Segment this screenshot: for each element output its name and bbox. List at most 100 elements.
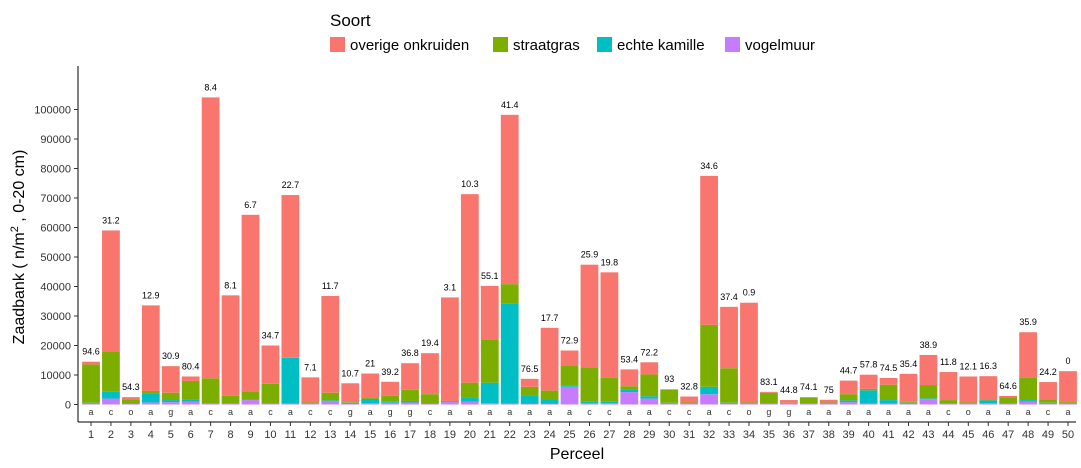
bar-base-label: a [846,407,851,417]
x-tick-label: 30 [663,429,675,441]
bar-segment-vogelmuur [720,403,738,405]
legend-swatch-echte-kamille [597,37,612,52]
bar-segment-straatgras [1039,399,1057,403]
x-tick-label: 26 [583,429,595,441]
bar-segment-overige-onkruiden [819,399,838,403]
bar-segment-vogelmuur [500,403,519,405]
x-tick-label: 43 [922,429,934,441]
x-tick-label: 16 [384,429,396,441]
x-tick-label: 40 [862,429,874,441]
bar-base-label: a [447,407,452,417]
bar-base-label: a [188,407,193,417]
x-tick-label: 41 [882,429,894,441]
bar-segment-echte-kamille [520,395,539,404]
bar-segment-straatgras [720,368,738,403]
bar-segment-overige-onkruiden [899,373,918,402]
bar-segment-vogelmuur [301,403,320,405]
bar-segment-echte-kamille [640,396,659,399]
bar-segment-straatgras [859,388,878,391]
bar-base-label: a [1065,407,1070,417]
x-tick-label: 25 [563,429,575,441]
bar-top-label: 93 [664,374,674,384]
bar-base-label: c [208,407,213,417]
x-tick-label: 2 [108,429,114,441]
bar-segment-vogelmuur [341,403,360,405]
bar-segment-straatgras [560,365,579,386]
bar-segment-vogelmuur [82,403,100,405]
bar-segment-vogelmuur [1039,403,1057,405]
x-tick-label: 29 [643,429,655,441]
bar-top-label: 38.9 [920,340,938,350]
bar-segment-overige-onkruiden [919,354,938,386]
bar-segment-vogelmuur [540,403,559,405]
x-tick-label: 21 [484,429,496,441]
bar-segment-vogelmuur [660,403,679,405]
bar-segment-straatgras [839,394,858,401]
bar-segment-echte-kamille [480,382,499,404]
bar-segment-straatgras [979,399,998,401]
bar-segment-overige-onkruiden [939,372,958,401]
bar-segment-echte-kamille [560,385,579,387]
y-tick-label: 80000 [40,164,71,176]
bar-base-label: a [567,407,572,417]
bar-segment-vogelmuur [1019,401,1038,405]
bar-segment-overige-onkruiden [381,381,399,396]
bar-segment-vogelmuur [480,403,499,405]
bar-segment-overige-onkruiden [520,378,539,387]
bar-top-label: 80.4 [182,361,200,371]
bar-base-label: c [607,407,612,417]
bar-segment-overige-onkruiden [779,400,798,403]
bar-top-label: 21 [365,359,375,369]
bar-segment-straatgras [421,394,439,404]
bar-base-label: a [647,407,652,417]
bar-top-label: 32.8 [680,382,698,392]
legend-item-echte-kamille: echte kamille [597,37,705,54]
bar-top-label: 35.9 [1019,317,1037,327]
bar-top-label: 24.2 [1039,367,1057,377]
bar-segment-vogelmuur [760,403,778,405]
bar-segment-overige-onkruiden [879,377,898,385]
x-tick-label: 49 [1042,429,1054,441]
bar-segment-echte-kamille [241,399,260,401]
bar-top-label: 34.7 [262,331,280,341]
bar-segment-vogelmuur [899,403,918,405]
x-tick-label: 12 [304,429,316,441]
bar-top-label: 83.1 [760,377,778,387]
bar-segment-vogelmuur [859,403,878,405]
bar-base-label: a [148,407,153,417]
bar-base-label: c [687,407,692,417]
x-tick-label: 28 [623,429,635,441]
bar-segment-echte-kamille [141,393,160,403]
bar-segment-straatgras [799,398,818,404]
bar-segment-echte-kamille [441,401,459,403]
bar-segment-straatgras [939,400,958,404]
bar-segment-overige-onkruiden [959,376,978,403]
y-tick-label: 100000 [34,105,71,117]
x-tick-label: 50 [1062,429,1074,441]
x-tick-label: 22 [504,429,516,441]
bar-segment-overige-onkruiden [341,383,360,403]
bar-segment-straatgras [1059,402,1077,404]
bar-top-label: 17.7 [541,313,559,323]
x-tick-label: 34 [743,429,755,441]
bar-segment-straatgras [341,402,360,403]
bar-segment-echte-kamille [600,401,619,404]
bar-top-label: 8.4 [204,82,217,92]
bar-segment-overige-onkruiden [241,214,260,392]
bar-segment-echte-kamille [999,403,1018,404]
bar-segment-echte-kamille [1059,403,1077,404]
bar-segment-straatgras [241,391,260,400]
bar-segment-overige-onkruiden [161,366,180,393]
bar-base-label: o [966,407,971,417]
bar-segment-straatgras [819,402,838,404]
x-tick-label: 18 [424,429,436,441]
bar-segment-vogelmuur [161,402,180,405]
bar-segment-straatgras [460,382,479,398]
bar-segment-echte-kamille [281,357,300,404]
bar-segment-straatgras [779,402,798,404]
y-tick-label: 50000 [40,252,71,264]
bar-segment-vogelmuur [121,403,140,405]
legend-swatch-straatgras [493,37,508,52]
